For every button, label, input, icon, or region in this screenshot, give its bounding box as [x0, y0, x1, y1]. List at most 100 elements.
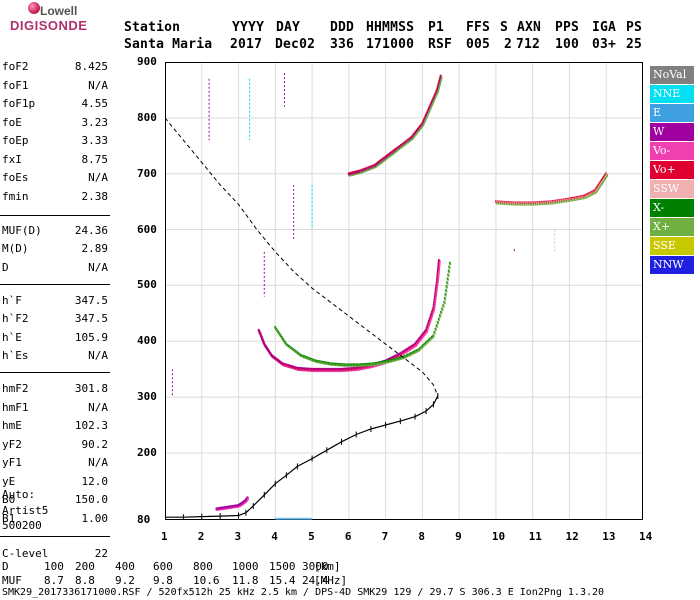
trace-point	[378, 362, 381, 365]
trace-point	[497, 202, 500, 205]
trace-point	[378, 163, 380, 166]
x-tick-label: 3	[234, 530, 242, 543]
trace-point	[344, 369, 347, 372]
trace-point	[403, 351, 406, 355]
x-tick-label: 14	[639, 530, 653, 543]
y-tick-label: 600	[137, 222, 157, 236]
param-label: MUF(D)	[2, 224, 42, 237]
param-row: M(D) 2.89	[2, 242, 108, 256]
trace-point	[360, 364, 363, 367]
x-tick-label: 4	[271, 530, 278, 543]
trace-point	[438, 270, 440, 273]
trace-point	[324, 369, 326, 373]
header-value: 2017	[230, 37, 263, 52]
param-label: yE	[2, 475, 16, 488]
param-row: foE 3.23	[2, 116, 108, 130]
param-label: fmin	[2, 190, 29, 203]
trace-point	[418, 340, 421, 343]
trace-point	[392, 152, 395, 155]
trace-point	[297, 352, 300, 356]
trace-point	[389, 154, 391, 158]
param-label: M(D)	[2, 242, 29, 255]
x-tick-label: 7	[381, 530, 389, 543]
trace-point	[445, 289, 448, 293]
trace-point	[424, 333, 426, 336]
trace-point	[366, 366, 369, 370]
trace-point	[594, 191, 596, 194]
trace-point	[422, 344, 425, 348]
trace-point	[437, 276, 440, 279]
trace-point	[425, 342, 428, 345]
trace-point	[423, 122, 425, 125]
param-row: foEp 3.33	[2, 134, 108, 148]
trace-point	[419, 338, 422, 342]
trace-point	[386, 156, 389, 160]
trace-point	[322, 361, 325, 365]
trace-point	[338, 369, 341, 373]
trace-point	[337, 369, 339, 373]
trace-point	[560, 200, 563, 204]
param-row: foF1p 4.55	[2, 97, 108, 111]
trace-point	[412, 352, 415, 355]
trace-point	[374, 165, 377, 169]
trace-point	[421, 346, 423, 349]
trace-point	[391, 153, 393, 156]
trace-point	[319, 369, 322, 373]
trace-point	[363, 363, 366, 367]
trace-point	[516, 203, 518, 206]
trace-point	[300, 368, 303, 372]
header-label: S	[500, 20, 509, 35]
trace-point	[382, 159, 385, 163]
trace-point	[440, 76, 443, 79]
autoscaler-text: 500200	[2, 519, 42, 532]
trace-point	[361, 170, 364, 174]
param-row: C-level 22	[2, 547, 108, 561]
param-row: h`F 347.5	[2, 294, 108, 308]
trace-point	[437, 278, 440, 281]
header-value: 171000	[366, 37, 415, 52]
trace-point	[428, 339, 431, 342]
trace-point	[434, 302, 436, 306]
param-value: 347.5	[74, 294, 108, 307]
trace-point	[558, 200, 561, 204]
param-label: foEs	[2, 171, 29, 184]
param-value: 24.36	[74, 224, 108, 237]
trace-point	[368, 363, 370, 367]
trace-point	[356, 368, 358, 371]
trace-point	[383, 158, 386, 162]
trace-point	[309, 369, 311, 372]
trace-point	[333, 363, 335, 366]
trace-point	[402, 144, 405, 148]
trace-point	[438, 262, 441, 266]
trace-point	[567, 199, 570, 203]
trace-point	[415, 350, 417, 354]
trace-point	[321, 361, 323, 365]
trace-point	[417, 130, 419, 134]
trace-point	[439, 81, 442, 85]
y-tick-label: 500	[137, 278, 157, 292]
trace-point	[429, 319, 432, 322]
trace-point	[540, 202, 542, 206]
param-value: 102.3	[74, 419, 108, 432]
param-value: 347.5	[74, 312, 108, 325]
trace-point	[503, 202, 506, 205]
trace-point	[352, 364, 354, 367]
param-separator	[0, 284, 110, 285]
trace-point	[571, 198, 573, 202]
trace-point	[510, 202, 513, 206]
param-value: 105.9	[74, 331, 108, 344]
trace-point	[359, 364, 362, 367]
trace-point	[437, 88, 440, 92]
trace-point	[496, 201, 498, 205]
muf-value: 15.4	[269, 574, 296, 587]
trace-point	[529, 203, 531, 206]
param-label: foF1	[2, 79, 29, 92]
x-tick-label: 12	[565, 530, 579, 543]
param-row: yF1 N/A	[2, 456, 108, 470]
trace-point	[247, 497, 249, 500]
header-value: Dec02	[275, 37, 316, 52]
param-label: h`F2	[2, 312, 29, 325]
trace-point	[310, 369, 313, 372]
trace-point	[433, 305, 436, 308]
trace-point	[393, 359, 395, 362]
